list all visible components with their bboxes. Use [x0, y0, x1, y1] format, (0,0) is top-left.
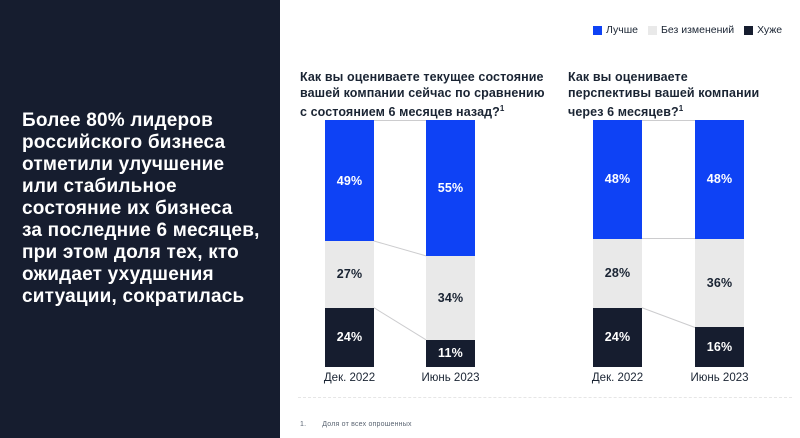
- segment-value-label: 36%: [706, 276, 733, 290]
- bar-segment: 16%: [695, 327, 744, 367]
- bar-segment: 48%: [695, 120, 744, 239]
- x-axis-labels: Дек. 2022 Июнь 2023: [300, 372, 552, 388]
- axis-label: Дек. 2022: [323, 372, 376, 384]
- bar-segment: 36%: [695, 238, 744, 328]
- stacked-bar-2: 48% 36% 16%: [695, 120, 744, 367]
- axis-label: Дек. 2022: [591, 372, 644, 384]
- statement-text: Более 80% лидеров российского бизнеса от…: [22, 110, 260, 307]
- segment-value-label: 16%: [706, 340, 733, 355]
- bar-segment: 55%: [426, 120, 475, 256]
- chart-legend: Лучше Без изменений Хуже: [593, 23, 782, 37]
- chart-title-text: Как вы оцениваете перспективы вашей комп…: [568, 70, 760, 120]
- footnote-divider: [298, 397, 792, 398]
- legend-item-no-change: Без изменений: [648, 24, 734, 36]
- chart-title-footnote-ref: 1: [678, 104, 684, 113]
- segment-value-label: 48%: [706, 172, 733, 187]
- stacked-bar-plot: 49% 27% 24% 55% 34% 11%: [300, 120, 552, 367]
- stacked-bar-1: 49% 27% 24%: [325, 120, 374, 367]
- segment-value-label: 34%: [437, 290, 464, 305]
- axis-label: Июнь 2023: [421, 372, 480, 384]
- legend-item-better: Лучше: [593, 24, 638, 36]
- segment-connector-lines: [641, 120, 696, 328]
- segment-value-label: 49%: [336, 173, 363, 188]
- footnote-text: Доля от всех опрошенных: [322, 421, 412, 428]
- chart-current-state: Как вы оцениваете текущее состояние ваше…: [300, 70, 552, 405]
- segment-value-label: 24%: [336, 330, 363, 345]
- bar-segment: 11%: [426, 339, 475, 367]
- footnote: 1. Доля от всех опрошенных: [300, 421, 412, 428]
- bar-segment: 28%: [593, 238, 642, 308]
- stacked-bar-1: 48% 28% 24%: [593, 120, 642, 367]
- bar-segment: 24%: [325, 307, 374, 367]
- bar-segment: 48%: [593, 120, 642, 239]
- footnote-marker: 1.: [300, 421, 307, 428]
- chart-title: Как вы оцениваете перспективы вашей комп…: [568, 70, 800, 121]
- legend-marker-worse-icon: [744, 25, 754, 35]
- x-axis-labels: Дек. 2022 Июнь 2023: [568, 372, 800, 388]
- chart-title-footnote-ref: 1: [499, 104, 505, 113]
- chart-outlook: Как вы оцениваете перспективы вашей комп…: [568, 70, 800, 405]
- chart-title-text: Как вы оцениваете текущее состояние ваше…: [300, 70, 545, 120]
- bar-segment: 24%: [593, 307, 642, 367]
- bar-segment: 49%: [325, 120, 374, 242]
- legend-marker-no-change-icon: [648, 25, 657, 35]
- legend-label-no-change: Без изменений: [661, 24, 735, 36]
- legend-marker-better-icon: [593, 25, 602, 35]
- stacked-bar-2: 55% 34% 11%: [426, 120, 475, 367]
- segment-value-label: 48%: [604, 172, 631, 187]
- legend-label-worse: Хуже: [757, 24, 783, 36]
- statement-panel: Более 80% лидеров российского бизнеса от…: [0, 0, 280, 438]
- segment-value-label: 55%: [437, 180, 464, 195]
- segment-value-label: 28%: [604, 266, 631, 281]
- segment-value-label: 24%: [604, 330, 631, 345]
- segment-value-label: 11%: [438, 346, 463, 361]
- bar-segment: 27%: [325, 241, 374, 308]
- chart-title: Как вы оцениваете текущее состояние ваше…: [300, 70, 552, 121]
- axis-label: Июнь 2023: [690, 372, 749, 384]
- bar-segment: 34%: [426, 255, 475, 340]
- stacked-bar-plot: 48% 28% 24% 48% 36% 16%: [568, 120, 800, 367]
- legend-item-worse: Хуже: [744, 24, 782, 36]
- legend-label-better: Лучше: [606, 24, 638, 36]
- segment-value-label: 27%: [336, 267, 363, 282]
- segment-connector-lines: [373, 120, 427, 341]
